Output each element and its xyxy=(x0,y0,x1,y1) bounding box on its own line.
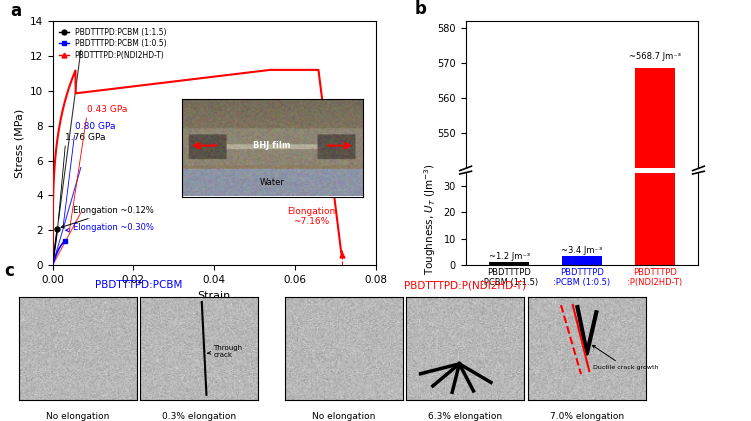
Text: 0.43 GPa: 0.43 GPa xyxy=(87,105,127,114)
Text: b: b xyxy=(415,0,427,18)
Text: Elongation ~0.12%: Elongation ~0.12% xyxy=(61,206,153,228)
Y-axis label: Stress (MPa): Stress (MPa) xyxy=(14,109,24,178)
Legend: PBDTTTPD:PCBM (1:1.5), PBDTTTPD:PCBM (1:0.5), PBDTTTPD:P(NDI2HD-T): PBDTTTPD:PCBM (1:1.5), PBDTTTPD:PCBM (1:… xyxy=(56,25,170,63)
Text: a: a xyxy=(11,2,22,20)
Text: 0.80 GPa: 0.80 GPa xyxy=(75,122,115,131)
Y-axis label: Toughness, $U_T$ (Jm$^{-3}$): Toughness, $U_T$ (Jm$^{-3}$) xyxy=(422,163,438,275)
Text: PBDTTTPD:PCBM: PBDTTTPD:PCBM xyxy=(95,280,182,290)
Text: Elongation ~0.30%: Elongation ~0.30% xyxy=(66,224,154,232)
Bar xyxy=(635,173,675,265)
Text: Through
crack: Through crack xyxy=(208,345,243,357)
Text: No elongation: No elongation xyxy=(312,412,376,421)
Text: ~3.4 Jm⁻³: ~3.4 Jm⁻³ xyxy=(562,245,602,255)
Text: No elongation: No elongation xyxy=(46,412,110,421)
Text: 7.0% elongation: 7.0% elongation xyxy=(550,412,624,421)
Bar xyxy=(489,262,529,265)
Text: c: c xyxy=(4,262,14,280)
Text: 1.76 GPa: 1.76 GPa xyxy=(65,133,106,141)
Bar xyxy=(562,256,602,265)
Text: Ductile crack growth: Ductile crack growth xyxy=(593,345,659,370)
X-axis label: Strain: Strain xyxy=(198,290,231,301)
Bar xyxy=(635,68,675,168)
Text: PBDTTTPD:P(NDI2HD-T): PBDTTTPD:P(NDI2HD-T) xyxy=(404,280,526,290)
Text: Elongation
~7.16%: Elongation ~7.16% xyxy=(287,207,335,226)
Text: 6.3% elongation: 6.3% elongation xyxy=(428,412,502,421)
Text: ~1.2 Jm⁻³: ~1.2 Jm⁻³ xyxy=(489,252,530,261)
Text: 0.3% elongation: 0.3% elongation xyxy=(162,412,237,421)
Text: ~568.7 Jm⁻³: ~568.7 Jm⁻³ xyxy=(629,52,680,61)
